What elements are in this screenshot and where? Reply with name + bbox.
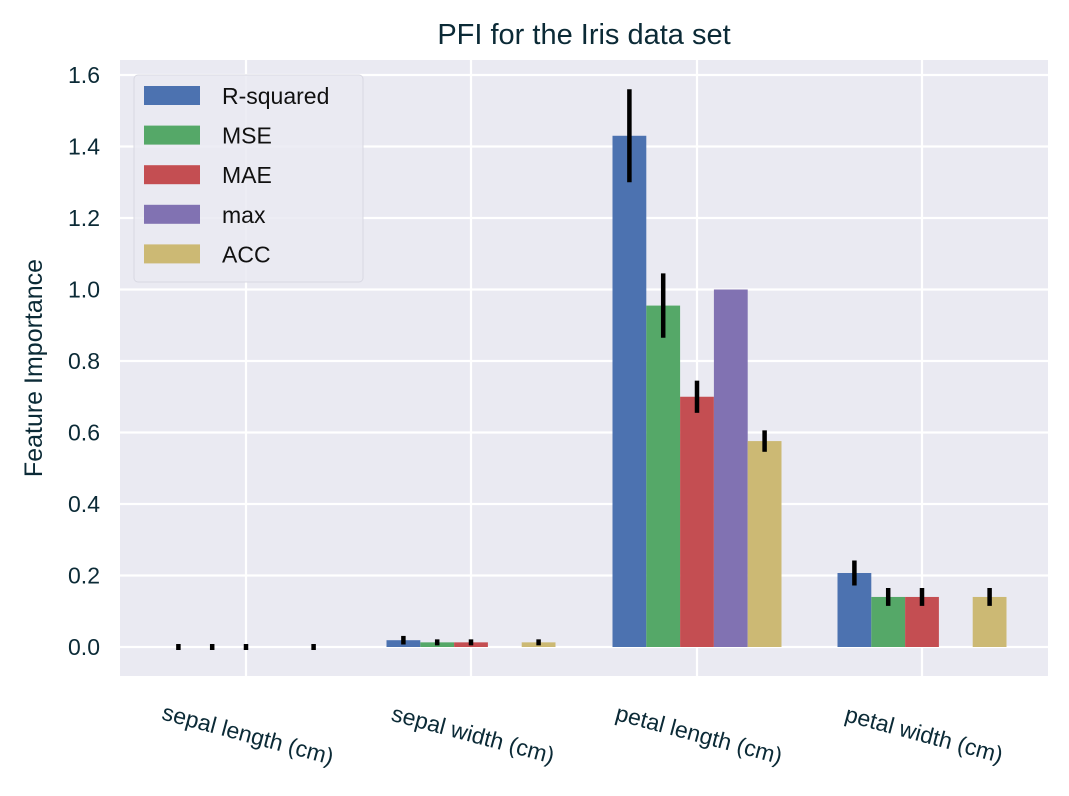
y-tick-label: 0.8 — [68, 348, 100, 374]
x-axis-ticks: sepal length (cm) sepal width (cm) petal l… — [160, 699, 1006, 770]
y-tick-label: 1.6 — [68, 62, 100, 88]
y-tick-label: 0.2 — [68, 563, 100, 589]
x-tick-label: sepal length (cm) — [160, 699, 337, 770]
y-tick-label: 0.0 — [68, 634, 100, 660]
bar — [713, 289, 748, 647]
bar — [680, 396, 714, 647]
y-tick-label: 0.4 — [68, 491, 100, 517]
y-axis-label: Feature Importance — [20, 259, 48, 477]
legend-swatch — [144, 86, 200, 105]
y-tick-label: 1.2 — [68, 205, 100, 231]
x-tick-label: petal length (cm) — [613, 700, 785, 769]
legend-label: R-squared — [222, 83, 329, 109]
legend-swatch — [144, 204, 200, 224]
bar — [612, 135, 647, 647]
bar-series — [386, 135, 1007, 647]
legend-swatch — [144, 165, 200, 185]
error-bars — [176, 89, 992, 650]
x-tick-label: sepal width (cm) — [389, 700, 557, 768]
y-tick-label: 1.4 — [68, 134, 100, 160]
bar — [646, 305, 681, 647]
y-axis-ticks: 0.0 0.2 0.4 0.6 0.8 1.0 1.2 1.4 1.6 — [68, 62, 100, 660]
x-tick-label: petal width (cm) — [842, 701, 1006, 768]
legend-label: MAE — [222, 162, 272, 188]
chart-title: PFI for the Iris data set — [437, 19, 730, 51]
y-tick-label: 1.0 — [68, 277, 100, 303]
legend-label: ACC — [222, 241, 271, 267]
legend-label: max — [222, 202, 266, 228]
legend-swatch — [144, 244, 200, 264]
legend-swatch — [144, 125, 200, 145]
legend: R-squared MSE MAE max ACC — [133, 74, 364, 283]
legend-label: MSE — [222, 123, 272, 149]
y-tick-label: 0.6 — [68, 420, 100, 446]
bar — [747, 441, 782, 647]
